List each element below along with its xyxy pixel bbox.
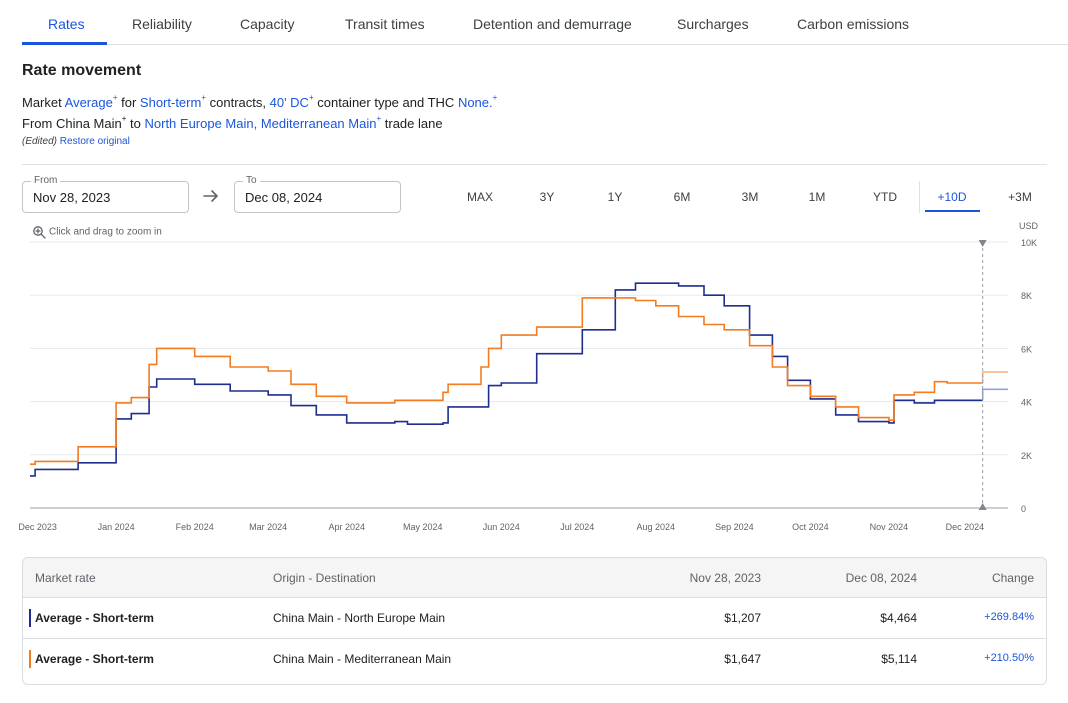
series-forecast-line (983, 389, 1008, 400)
table-row[interactable]: Average - Short-term China Main - North … (23, 598, 1046, 639)
zoom-in-icon (32, 225, 46, 239)
to-date-value[interactable]: Dec 08, 2024 (245, 190, 322, 205)
market-label: Market (22, 95, 62, 110)
to-date-field[interactable]: To Dec 08, 2024 (234, 181, 401, 213)
row-market: Average - Short-term (35, 611, 154, 625)
x-tick-label: Jun 2024 (483, 522, 520, 532)
arrow-right-icon (202, 187, 220, 205)
tab-reliability[interactable]: Reliability (132, 16, 192, 32)
x-tick-label: Oct 2024 (792, 522, 829, 532)
y-tick-label: 10K (1021, 238, 1037, 248)
tab-rates[interactable]: Rates (48, 16, 85, 32)
edited-note: (Edited) Restore original (22, 136, 130, 147)
tab-transit-times[interactable]: Transit times (345, 16, 425, 32)
range-1y-button[interactable]: 1Y (595, 190, 635, 204)
series-forecast-line (983, 372, 1008, 383)
row-start-value: $1,207 (724, 611, 761, 625)
container-selector[interactable]: 40' DC+ (270, 95, 314, 110)
rates-table: Market rate Origin - Destination Nov 28,… (22, 557, 1047, 685)
row-market: Average - Short-term (35, 652, 154, 666)
contract-selector[interactable]: Short-term+ (140, 95, 206, 110)
range-3y-button[interactable]: 3Y (527, 190, 567, 204)
origin-selector[interactable]: China Main+ (56, 116, 126, 131)
active-tab-indicator (22, 42, 107, 45)
range-plus-10d-button[interactable]: +10D (932, 190, 972, 204)
header-start-date: Nov 28, 2023 (690, 571, 761, 585)
container-label: container type and THC (317, 95, 454, 110)
for-label: for (121, 95, 136, 110)
filter-sentence-line-2: From China Main+ to North Europe Main, M… (22, 116, 443, 131)
marker-handle-bottom-icon (979, 503, 987, 510)
x-tick-label: Mar 2024 (249, 522, 287, 532)
from-date-field[interactable]: From Nov 28, 2023 (22, 181, 189, 213)
x-tick-label: Sep 2024 (715, 522, 754, 532)
from-date-value[interactable]: Nov 28, 2023 (33, 190, 110, 205)
tab-carbon-emissions[interactable]: Carbon emissions (797, 16, 909, 32)
series-color-swatch (29, 650, 31, 668)
range-plus-3m-button[interactable]: +3M (1000, 190, 1040, 204)
row-route: China Main - North Europe Main (273, 611, 445, 625)
table-row[interactable]: Average - Short-term China Main - Medite… (23, 639, 1046, 680)
tab-detention-demurrage[interactable]: Detention and demurrage (473, 16, 632, 32)
x-tick-label: Dec 2024 (946, 522, 985, 532)
x-tick-label: Feb 2024 (176, 522, 214, 532)
y-tick-label: 8K (1021, 291, 1032, 301)
y-tick-label: 2K (1021, 451, 1032, 461)
header-change: Change (992, 571, 1034, 585)
row-end-value: $4,464 (880, 611, 917, 625)
y-tick-label: 0 (1021, 504, 1026, 514)
rate-chart[interactable]: 0 2K 4K 6K 8K 10K USD Dec 2023 Jan 2024 Feb 2024 M… (0, 218, 1068, 538)
series-line (30, 283, 983, 476)
x-tick-label: Nov 2024 (870, 522, 909, 532)
zoom-hint-text: Click and drag to zoom in (49, 227, 162, 238)
zoom-hint: Click and drag to zoom in (32, 225, 162, 239)
from-date-label: From (31, 175, 60, 186)
range-6m-button[interactable]: 6M (662, 190, 702, 204)
x-tick-label: Apr 2024 (328, 522, 365, 532)
row-start-value: $1,647 (724, 652, 761, 666)
filter-sentence-line-1: Market Average+ for Short-term+ contract… (22, 95, 497, 110)
y-axis-label: USD (1019, 221, 1039, 231)
table-header: Market rate Origin - Destination Nov 28,… (23, 558, 1046, 598)
thc-selector[interactable]: None.+ (458, 95, 497, 110)
section-title: Rate movement (22, 62, 141, 80)
range-3m-button[interactable]: 3M (730, 190, 770, 204)
to-label: to (130, 116, 141, 131)
x-tick-label: May 2024 (403, 522, 443, 532)
header-origin-destination: Origin - Destination (273, 571, 376, 585)
header-end-date: Dec 08, 2024 (846, 571, 917, 585)
contracts-label: contracts, (210, 95, 266, 110)
edited-label: (Edited) (22, 136, 57, 147)
row-change: +210.50% (984, 652, 1034, 664)
tab-surcharges[interactable]: Surcharges (677, 16, 749, 32)
y-tick-label: 6K (1021, 344, 1032, 354)
from-label: From (22, 116, 52, 131)
range-separator (919, 181, 920, 213)
to-date-label: To (243, 175, 260, 186)
x-tick-label: Dec 2023 (18, 522, 57, 532)
header-market-rate: Market rate (35, 571, 96, 585)
market-selector[interactable]: Average+ (65, 95, 118, 110)
x-tick-label: Jul 2024 (560, 522, 594, 532)
series-color-swatch (29, 609, 31, 627)
x-tick-label: Aug 2024 (637, 522, 676, 532)
divider (22, 164, 1047, 165)
marker-handle-top-icon (979, 240, 987, 247)
row-change: +269.84% (984, 611, 1034, 623)
restore-original-link[interactable]: Restore original (60, 136, 130, 147)
destination-selector[interactable]: North Europe Main, Mediterranean Main+ (145, 116, 382, 131)
row-end-value: $5,114 (881, 652, 917, 666)
y-tick-label: 4K (1021, 398, 1032, 408)
range-1m-button[interactable]: 1M (797, 190, 837, 204)
tab-capacity[interactable]: Capacity (240, 16, 294, 32)
range-max-button[interactable]: MAX (460, 190, 500, 204)
active-range-indicator (925, 210, 980, 212)
series-line (30, 298, 983, 464)
row-route: China Main - Mediterranean Main (273, 652, 451, 666)
range-ytd-button[interactable]: YTD (865, 190, 905, 204)
tab-bar: Rates Reliability Capacity Transit times… (22, 0, 1068, 45)
trade-lane-label: trade lane (385, 116, 443, 131)
x-tick-label: Jan 2024 (98, 522, 135, 532)
